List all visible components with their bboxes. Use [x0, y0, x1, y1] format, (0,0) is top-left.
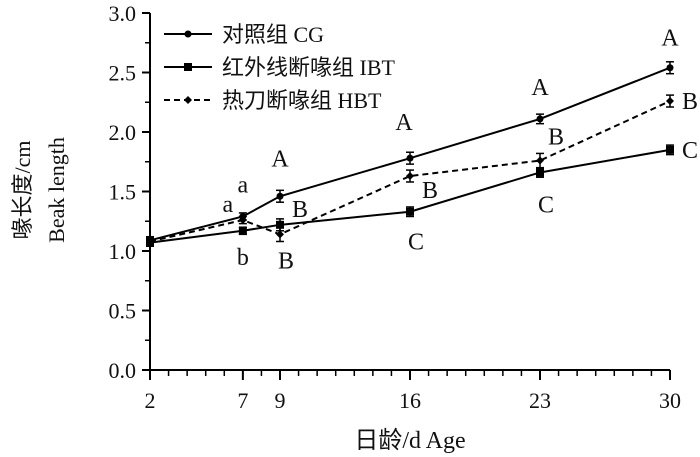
- significance-letter: B: [292, 197, 308, 223]
- y-tick-label: 0.0: [109, 358, 137, 383]
- legend-item-1: 红外线断喙组 IBT: [164, 55, 396, 80]
- y-axis-label-zh: 喙长度/cm: [10, 141, 35, 240]
- x-tick-label: 2: [145, 388, 156, 413]
- series-1: [146, 144, 674, 247]
- significance-letter: A: [395, 110, 413, 136]
- y-tick-label: 3.0: [109, 1, 137, 26]
- data-point: [536, 115, 544, 123]
- significance-letter: B: [278, 248, 294, 274]
- legend-label: 对照组 CG: [222, 22, 324, 47]
- data-point: [238, 216, 247, 225]
- significance-letter: B: [682, 89, 698, 115]
- significance-letter: B: [422, 178, 438, 204]
- y-tick-label: 2.5: [109, 61, 137, 86]
- y-tick-label: 2.0: [109, 120, 137, 145]
- significance-letter: C: [538, 192, 554, 218]
- x-tick-label: 16: [399, 388, 421, 413]
- x-tick-label: 9: [275, 388, 286, 413]
- y-tick-label: 0.5: [109, 299, 137, 324]
- data-point: [276, 192, 284, 200]
- significance-letter: C: [682, 138, 698, 164]
- legend-marker: [184, 63, 192, 71]
- data-point: [238, 226, 247, 235]
- series-2: [146, 94, 674, 246]
- series-line: [149, 100, 671, 243]
- x-axis-label: 日龄/d Age: [354, 427, 465, 454]
- legend-item-2: 热刀断喙组 HBT: [164, 88, 382, 113]
- data-point: [276, 230, 284, 239]
- legend-label: 红外线断喙组 IBT: [222, 55, 396, 80]
- data-point: [666, 145, 674, 154]
- significance-letter: C: [408, 230, 424, 256]
- axes: 0.0 0.5 1.0 1.5 2.0 2.5 3.0 2 7 9 16 23 30: [109, 1, 682, 413]
- x-tick-label: 30: [659, 388, 681, 413]
- y-tick-label: 1.5: [109, 180, 137, 205]
- significance-letter: a: [223, 192, 234, 218]
- significance-letter: B: [548, 125, 564, 151]
- data-point: [666, 97, 674, 106]
- legend: 对照组 CG 红外线断喙组 IBT 热刀断喙组 HBT: [164, 22, 396, 113]
- data-point: [536, 156, 544, 165]
- significance-letter: b: [237, 245, 249, 271]
- y-tick-label: 1.0: [109, 239, 137, 264]
- x-tick-label: 23: [529, 388, 551, 413]
- y-axis-label-en: Beak length: [44, 137, 69, 243]
- significance-letter: A: [271, 146, 289, 172]
- data-point: [406, 172, 414, 181]
- series-layer: [146, 61, 674, 247]
- legend-label: 热刀断喙组 HBT: [222, 88, 382, 113]
- significance-letter: a: [238, 172, 249, 198]
- significance-letter: A: [661, 26, 679, 52]
- series-line: [149, 66, 671, 242]
- legend-marker: [184, 96, 192, 104]
- data-point: [536, 168, 544, 177]
- legend-marker: [184, 30, 192, 38]
- series-line: [149, 148, 671, 244]
- legend-item-0: 对照组 CG: [164, 22, 324, 47]
- data-point: [666, 64, 674, 72]
- x-tick-label: 7: [237, 388, 248, 413]
- data-point: [146, 237, 154, 246]
- data-point: [406, 154, 414, 162]
- significance-letter: A: [531, 75, 549, 101]
- data-point: [276, 220, 284, 229]
- data-point: [406, 207, 414, 216]
